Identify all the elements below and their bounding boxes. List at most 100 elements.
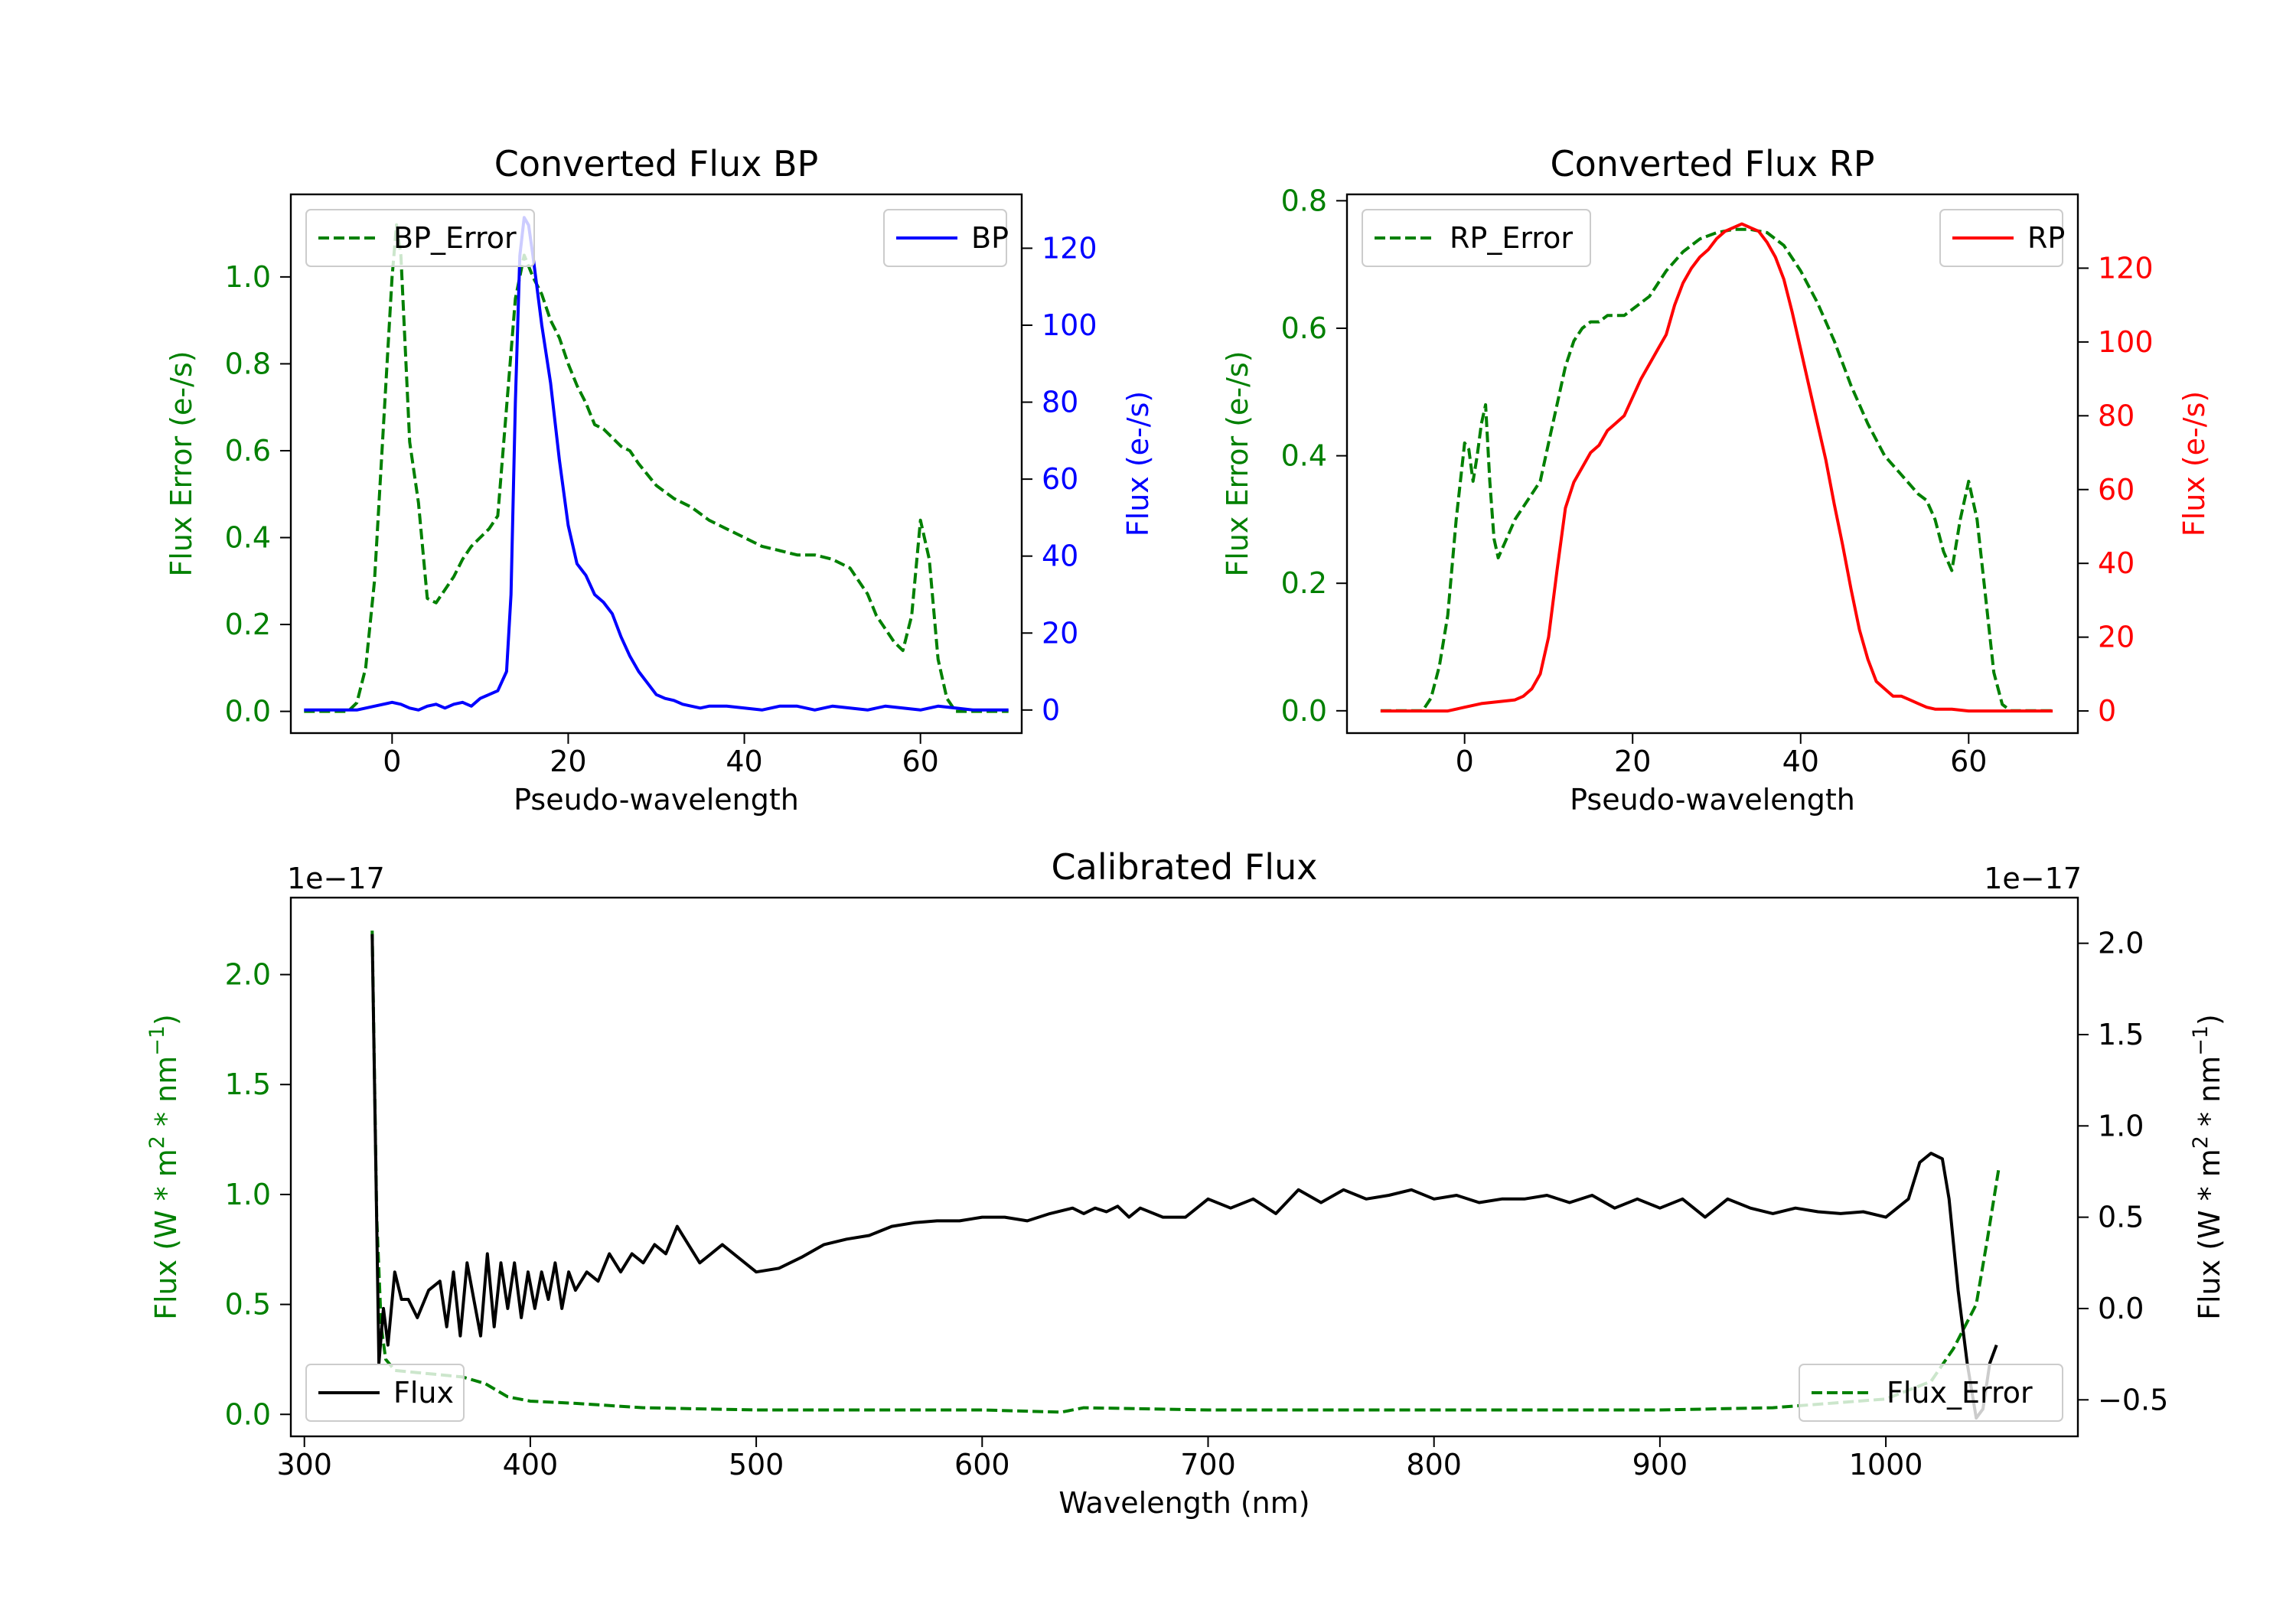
x-tick-label: 20 [1614, 745, 1651, 778]
y-right-tick-label: −0.5 [2098, 1383, 2168, 1416]
y-left-tick-label: 0.0 [225, 695, 271, 729]
y-right-tick-label: 100 [2098, 325, 2154, 359]
x-tick-label: 800 [1406, 1448, 1462, 1482]
y-left-tick-label: 0.6 [1281, 311, 1327, 345]
x-tick-label: 900 [1632, 1448, 1688, 1482]
x-tick-label: 600 [954, 1448, 1010, 1482]
x-tick-label: 0 [1456, 745, 1474, 778]
legend-rp: RP [1939, 209, 2065, 267]
y-right-tick-label: 80 [2098, 399, 2135, 432]
axes-frame [1345, 193, 2079, 735]
series-line-bp-error [304, 223, 1009, 713]
chart-title: Converted Flux BP [494, 143, 819, 184]
legend-bp: BP [883, 209, 1009, 267]
y-label-part: ) [149, 1014, 183, 1025]
y-right-tick-label: 20 [2098, 621, 2135, 654]
x-tick-label: 1000 [1849, 1448, 1923, 1482]
y-label-part: * nm [149, 1056, 183, 1136]
y-label-superscript: −1 [145, 1025, 169, 1056]
panel-calibrated-flux: 300 400 500 600 700 800 900 1000 0.0 0.5 1.0 1.5 2.0… [145, 846, 2226, 1520]
legend-label: BP [971, 221, 1009, 255]
series-line-rp-error [1380, 227, 2053, 712]
x-tick-label: 300 [276, 1448, 332, 1482]
panel-converted-flux-bp: 0 20 40 60 0.0 0.2 0.4 0.6 0.8 1.0 0 20 40 60 80 100 120… [165, 143, 1155, 817]
y-left-tick-label: 0.0 [225, 1397, 271, 1431]
axes-frame [289, 896, 2079, 1438]
y-right-axis-label: Flux (e-/s) [1121, 391, 1155, 536]
y-left-tick-label: 1.5 [225, 1068, 271, 1101]
y-right-tick-label: 60 [1042, 462, 1078, 496]
y-right-tick-label: 20 [1042, 616, 1078, 650]
legend-box [305, 1364, 465, 1422]
legend-box [1362, 209, 1591, 267]
y-right-tick-label: 0.0 [2098, 1292, 2144, 1325]
legend-label: Flux [393, 1376, 454, 1410]
x-tick-label: 40 [1782, 745, 1819, 778]
y-left-tick-label: 0.2 [1281, 566, 1327, 600]
y-right-tick-label: 0 [2098, 694, 2116, 728]
y-label-part: Flux (W * m [2193, 1149, 2226, 1320]
legend-flux: Flux [305, 1364, 465, 1422]
x-tick-label: 20 [550, 745, 586, 778]
y-right-tick-label: 2.0 [2098, 927, 2144, 960]
y-right-tick-label: 120 [2098, 251, 2154, 285]
series-line-flux [370, 934, 1998, 1420]
y-left-tick-label: 0.5 [225, 1288, 271, 1322]
x-tick-label: 60 [902, 745, 939, 778]
legend-rp-error: RP_Error [1362, 209, 1591, 267]
legend-label: RP_Error [1450, 221, 1573, 255]
x-axis-label: Pseudo-wavelength [1570, 783, 1855, 817]
y-left-tick-label: 0.4 [1281, 439, 1327, 473]
y-right-tick-label: 1.0 [2098, 1109, 2144, 1143]
y-right-tick-label: 60 [2098, 473, 2135, 507]
y-label-part: * nm [2193, 1056, 2226, 1136]
legend-bp-error: BP_Error [305, 209, 535, 267]
y-left-tick-label: 2.0 [225, 958, 271, 992]
y-label-part: Flux (W * m [149, 1149, 183, 1320]
y-right-tick-label: 100 [1042, 308, 1097, 342]
x-axis-label: Pseudo-wavelength [514, 783, 799, 817]
y-right-axis-label: Flux (W * m2 * nm−1) [2189, 1014, 2226, 1320]
axes-frame [289, 193, 1023, 735]
legend-flux-error: Flux_Error [1799, 1364, 2063, 1422]
legend-label: BP_Error [393, 221, 517, 255]
y-left-tick-label: 0.8 [225, 347, 271, 380]
x-tick-label: 60 [1950, 745, 1987, 778]
y-label-superscript: 2 [2189, 1136, 2213, 1149]
y-right-tick-label: 40 [1042, 539, 1078, 573]
x-tick-label: 500 [729, 1448, 784, 1482]
y-left-offset-label: 1e−17 [287, 862, 385, 895]
x-tick-label: 400 [503, 1448, 559, 1482]
y-left-tick-label: 0.8 [1281, 184, 1327, 217]
chart-title: Converted Flux RP [1551, 143, 1875, 184]
x-tick-label: 40 [726, 745, 762, 778]
y-right-tick-label: 0 [1042, 693, 1060, 727]
legend-label: Flux_Error [1887, 1376, 2033, 1410]
y-left-axis-label: Flux Error (e-/s) [165, 350, 198, 576]
x-tick-label: 700 [1180, 1448, 1236, 1482]
y-left-tick-label: 1.0 [225, 1178, 271, 1211]
y-right-tick-label: 0.5 [2098, 1201, 2144, 1234]
y-left-tick-label: 0.2 [225, 608, 271, 641]
y-label-part: ) [2193, 1014, 2226, 1025]
y-right-tick-label: 80 [1042, 386, 1078, 419]
legend-box [305, 209, 535, 267]
chart-title: Calibrated Flux [1052, 846, 1318, 888]
y-left-axis-label: Flux (W * m2 * nm−1) [145, 1014, 183, 1320]
y-left-tick-label: 0.0 [1281, 694, 1327, 728]
x-axis-label: Wavelength (nm) [1058, 1486, 1309, 1520]
y-left-tick-label: 0.4 [225, 521, 271, 555]
y-right-offset-label: 1e−17 [1984, 862, 2082, 895]
y-label-superscript: −1 [2189, 1025, 2213, 1056]
legend-box [1799, 1364, 2063, 1422]
y-left-tick-label: 1.0 [225, 260, 271, 294]
y-left-axis-label: Flux Error (e-/s) [1221, 350, 1254, 576]
y-left-tick-label: 0.6 [225, 434, 271, 468]
series-line-bp [304, 216, 1009, 712]
y-label-superscript: 2 [145, 1136, 169, 1149]
panel-converted-flux-rp: 0 20 40 60 0.0 0.2 0.4 0.6 0.8 0 20 40 60 80 100 120 Con… [1221, 143, 2211, 817]
legend-label: RP [2027, 221, 2065, 255]
series-line-flux-error [370, 931, 2001, 1414]
